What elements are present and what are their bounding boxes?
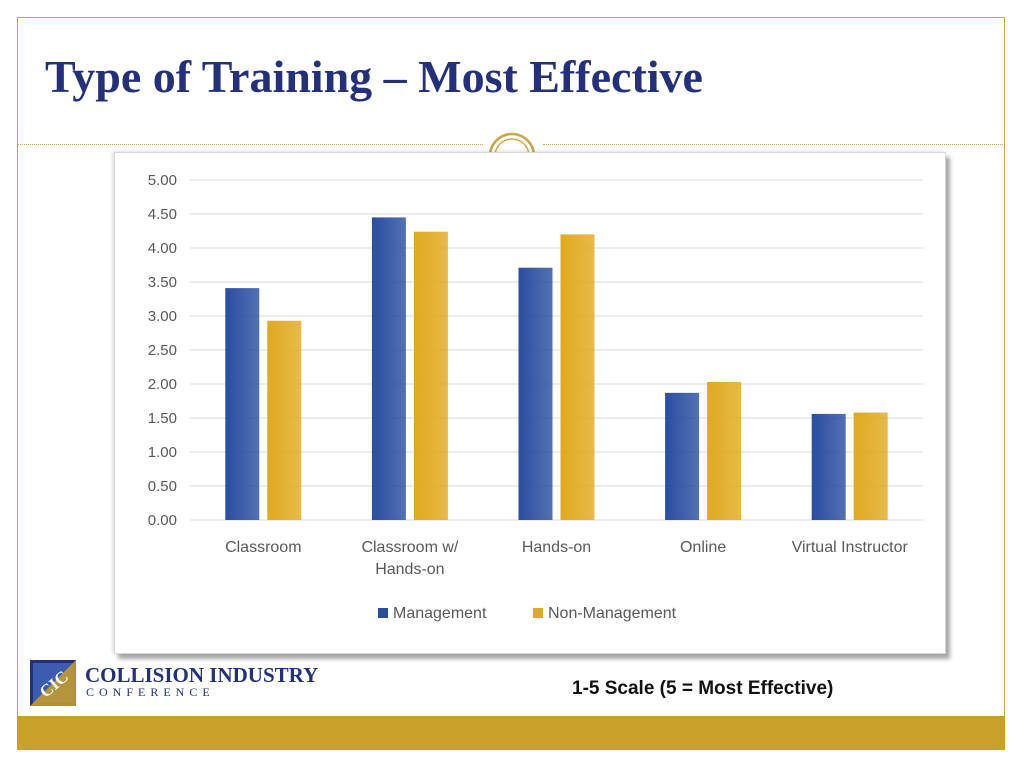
bar-non-management	[413, 231, 448, 520]
y-tick-label: 0.00	[148, 512, 177, 529]
bar-management	[371, 217, 406, 520]
title-divider-left	[17, 144, 483, 145]
ring-ornament-icon	[488, 132, 536, 156]
bar-management	[665, 392, 700, 520]
bar-chart: 0.00 0.50 1.00 1.50 2.00 2.50 3.00 3.50 4.00 4.50…	[148, 172, 923, 622]
bar-management	[811, 413, 846, 520]
cic-logo-mark-icon: CIC	[30, 660, 76, 706]
bar-non-management	[560, 234, 595, 520]
legend-label: Management	[393, 605, 487, 622]
y-tick-label: 3.50	[148, 274, 177, 291]
logo-line2: CONFERENCE	[86, 685, 215, 699]
y-tick-label: 2.50	[148, 342, 177, 359]
y-tick-label: 5.00	[148, 172, 177, 189]
legend-swatch-non-management	[533, 608, 543, 618]
y-tick-label: 3.00	[148, 308, 177, 325]
chart-card: 0.00 0.50 1.00 1.50 2.00 2.50 3.00 3.50 4.00 4.50…	[114, 152, 946, 654]
x-tick-label: Virtual Instructor	[792, 539, 909, 556]
y-tick-label: 0.50	[148, 478, 177, 495]
logo-line1: COLLISION INDUSTRY	[85, 663, 319, 687]
title-divider-right	[543, 144, 1005, 145]
y-tick-label: 1.50	[148, 410, 177, 427]
bar-management	[225, 288, 260, 520]
legend-swatch-management	[378, 608, 388, 618]
x-tick-label: Hands-on	[522, 539, 591, 556]
y-tick-label: 2.00	[148, 376, 177, 393]
slide-title: Type of Training – Most Effective	[45, 51, 703, 102]
legend-label: Non-Management	[548, 605, 677, 622]
bar-non-management	[707, 381, 742, 520]
cic-logo: CIC COLLISION INDUSTRY CONFERENCE	[30, 660, 318, 706]
x-tick-label: Online	[680, 539, 726, 556]
x-tick-label: Classroom	[225, 539, 301, 556]
footer-band	[17, 716, 1005, 750]
y-tick-label: 1.00	[148, 444, 177, 461]
bar-non-management	[267, 320, 302, 520]
y-tick-label: 4.00	[148, 240, 177, 257]
bar-management	[518, 267, 553, 520]
y-tick-label: 4.50	[148, 206, 177, 223]
x-tick-label: Classroom w/Hands-on	[361, 539, 458, 578]
scale-note: 1-5 Scale (5 = Most Effective)	[572, 678, 834, 699]
bar-non-management	[853, 412, 888, 520]
